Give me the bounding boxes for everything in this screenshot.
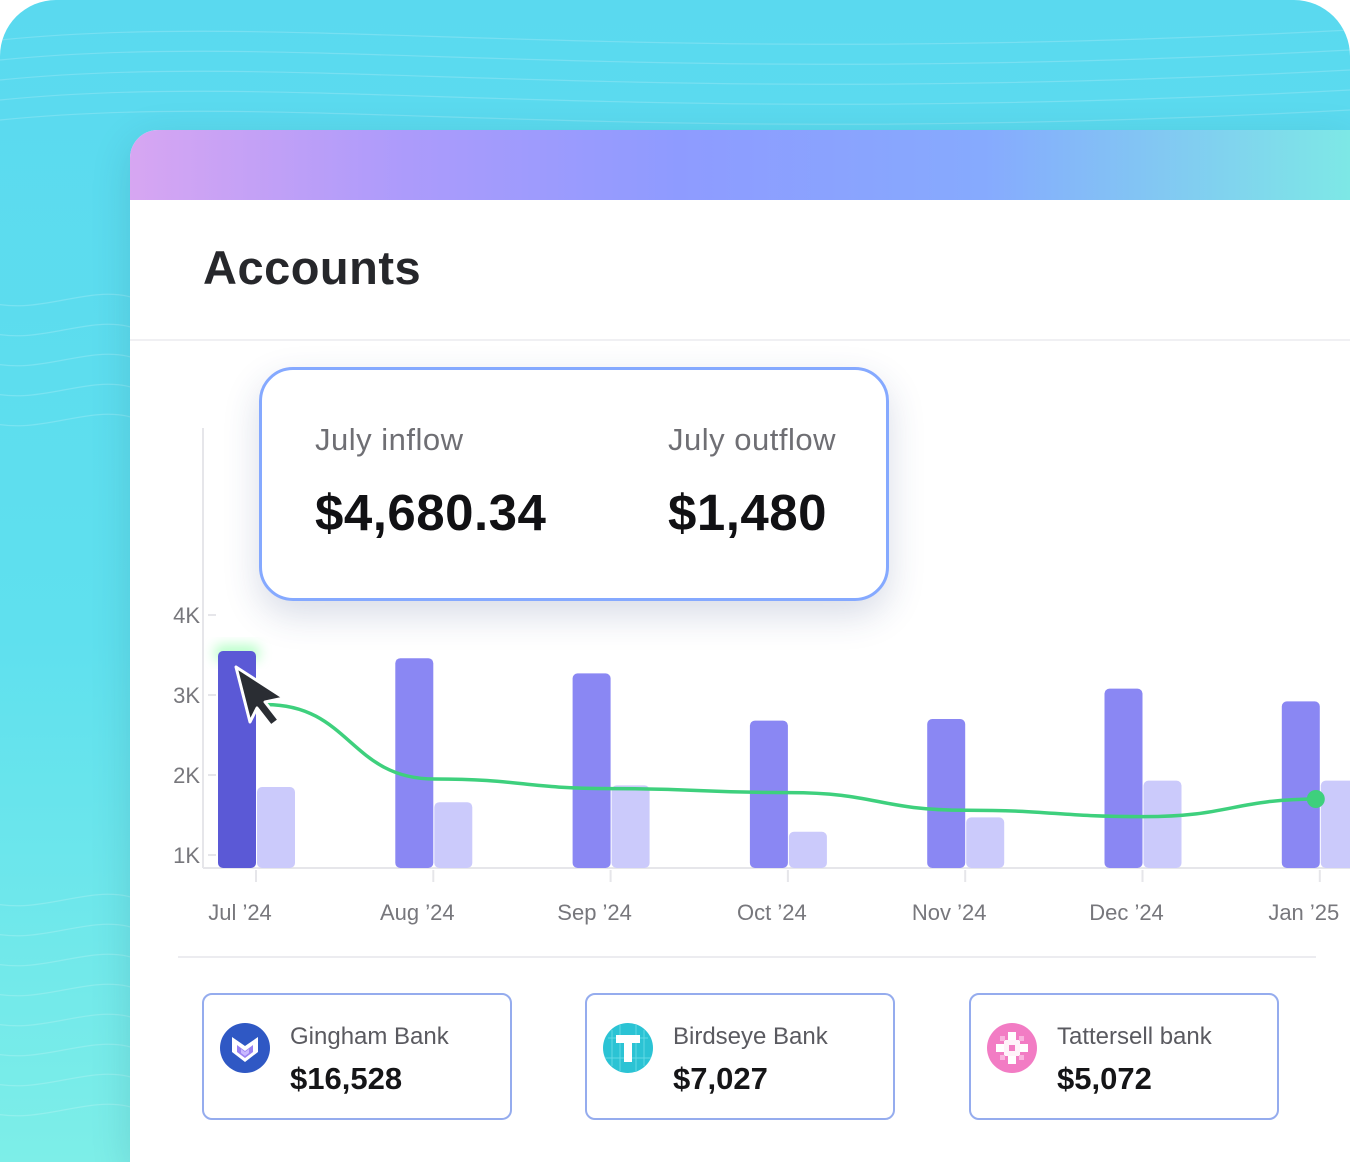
trend-line-endpoint — [1306, 790, 1325, 808]
inflow-bar[interactable] — [1281, 701, 1320, 868]
inflow-bar[interactable] — [395, 658, 434, 868]
inflow-value: $4,680.34 — [315, 484, 547, 541]
trend-line — [264, 702, 1323, 819]
outflow-bar[interactable] — [257, 787, 295, 868]
birdseye-bank-logo-icon — [603, 1023, 653, 1073]
outflow-bar[interactable] — [788, 831, 827, 868]
account-card-birdseye[interactable]: Birdseye Bank $7,027 — [585, 993, 895, 1120]
july-flow-tooltip: July inflow $4,680.34 July outflow $1,48… — [259, 367, 889, 601]
outflow-value: $1,480 — [668, 484, 827, 541]
outflow-bar[interactable] — [966, 817, 1005, 868]
bank-name: Tattersell bank — [1057, 1023, 1212, 1050]
outflow-label: July outflow — [668, 422, 836, 457]
outflow-bar[interactable] — [1320, 780, 1350, 868]
y-tick-label: 1K — [173, 843, 200, 868]
section-divider — [178, 956, 1316, 958]
bank-balance: $16,528 — [290, 1061, 403, 1096]
x-tick-label: Jan ’25 — [1268, 900, 1339, 925]
outflow-section: July outflow $1,480 — [668, 422, 836, 542]
bank-balance: $5,072 — [1057, 1061, 1152, 1096]
inflow-bar[interactable] — [749, 720, 788, 868]
inflow-section: July inflow $4,680.34 — [315, 422, 546, 542]
inflow-label: July inflow — [315, 422, 464, 457]
tattersell-bank-logo-icon — [987, 1023, 1037, 1073]
bank-name: Gingham Bank — [290, 1023, 449, 1050]
gingham-bank-logo-icon — [220, 1023, 270, 1073]
inflow-bar[interactable] — [1104, 688, 1143, 868]
x-tick-label: Jul ’24 — [208, 900, 272, 925]
y-tick-label: 2K — [173, 763, 200, 788]
outflow-bar[interactable] — [611, 785, 650, 868]
x-tick-label: Sep ’24 — [557, 900, 632, 925]
x-tick-label: Nov ’24 — [912, 900, 987, 925]
inflow-bar[interactable] — [218, 651, 256, 868]
outflow-bar[interactable] — [434, 802, 473, 868]
outflow-bar[interactable] — [1143, 780, 1182, 868]
bank-name: Birdseye Bank — [673, 1023, 828, 1050]
card-gradient-header — [130, 130, 1350, 200]
account-card-gingham[interactable]: Gingham Bank $16,528 — [202, 993, 512, 1120]
y-tick-label: 3K — [173, 683, 200, 708]
x-tick-label: Aug ’24 — [380, 900, 455, 925]
page-title: Accounts — [203, 241, 422, 294]
inflow-bar[interactable] — [927, 719, 966, 868]
x-tick-label: Dec ’24 — [1089, 900, 1164, 925]
inflow-bar[interactable] — [572, 673, 611, 868]
x-tick-label: Oct ’24 — [737, 900, 807, 925]
account-card-tattersell[interactable]: Tattersell bank $5,072 — [969, 993, 1279, 1120]
accounts-card: Accounts — [130, 130, 1350, 1162]
card-title-bar: Accounts — [130, 200, 1350, 341]
bank-balance: $7,027 — [673, 1061, 768, 1096]
y-tick-label: 4K — [173, 603, 200, 628]
